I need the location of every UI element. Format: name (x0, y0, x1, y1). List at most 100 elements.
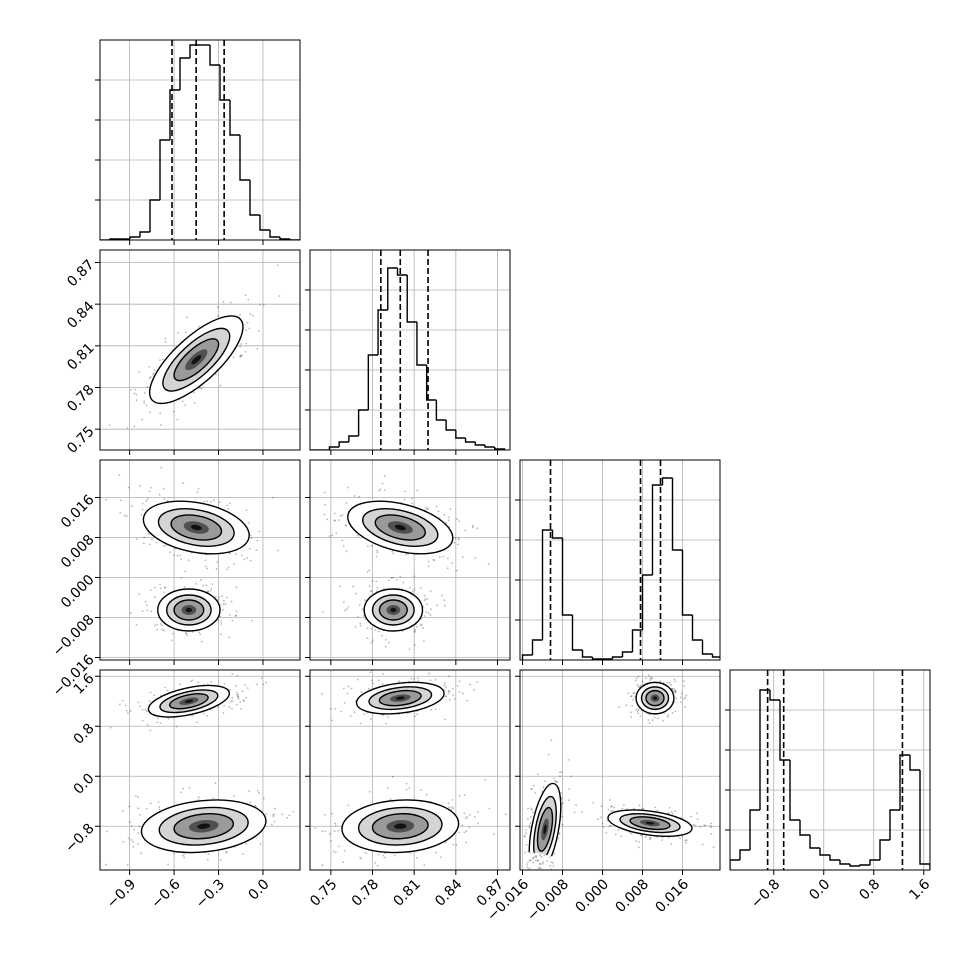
sample-point (217, 598, 220, 601)
sample-point (337, 829, 340, 832)
sample-point (176, 554, 179, 557)
sample-point (429, 614, 432, 617)
sample-point (273, 813, 276, 816)
sample-point (629, 711, 632, 714)
sample-point (231, 673, 234, 675)
hist-bin (551, 530, 563, 539)
hist-bin (611, 656, 623, 659)
sample-point (673, 678, 676, 681)
sample-point (197, 325, 200, 328)
y-tick-label: 0.008 (58, 532, 98, 572)
sample-point (204, 559, 207, 562)
sample-point (245, 843, 248, 845)
sample-point (530, 788, 533, 790)
sample-point (398, 680, 401, 683)
sample-point (135, 393, 138, 396)
sample-point (130, 825, 133, 827)
sample-point (186, 634, 188, 637)
sample-point (210, 588, 213, 590)
sample-point (175, 725, 178, 728)
sample-point (129, 821, 131, 824)
sample-point (685, 694, 688, 697)
sample-point (532, 861, 535, 864)
sample-point (654, 806, 657, 809)
hist-bin (219, 65, 230, 101)
sample-point (560, 791, 563, 794)
sample-point (137, 796, 140, 798)
sample-point (399, 575, 402, 578)
sample-point (158, 808, 161, 811)
sample-point (413, 588, 416, 591)
sample-point (386, 787, 389, 789)
sample-point (370, 544, 373, 547)
sample-point (229, 301, 232, 304)
sample-point (161, 628, 164, 631)
sample-point (206, 590, 209, 593)
sample-point (679, 837, 682, 840)
hist-bin (849, 864, 860, 867)
sample-point (235, 703, 238, 706)
sample-point (196, 491, 199, 494)
panel-frame (309, 459, 511, 661)
sample-point (374, 861, 377, 864)
y-tick-label: 0.8 (71, 721, 98, 748)
sample-point (247, 521, 250, 524)
sample-point (357, 616, 359, 618)
hist-bin (799, 820, 810, 836)
sample-point (679, 701, 682, 704)
sample-point (127, 486, 130, 489)
sample-point (225, 596, 228, 599)
sample-point (333, 519, 336, 522)
hist-bin (730, 859, 740, 870)
sample-point (234, 684, 237, 687)
sample-point (692, 824, 695, 826)
sample-point (197, 487, 200, 490)
x-tick-label: 0.008 (612, 876, 652, 916)
hist-bin (661, 477, 673, 485)
sample-point (444, 604, 446, 607)
hist-bin (357, 409, 369, 436)
sample-point (612, 809, 614, 812)
sample-point (141, 508, 144, 511)
sample-point (463, 794, 466, 797)
sample-point (249, 559, 252, 562)
sample-point (321, 830, 324, 833)
sample-point (402, 581, 405, 584)
sample-point (191, 714, 194, 717)
hist-bin (259, 215, 270, 231)
sample-point (445, 521, 448, 524)
sample-point (704, 824, 707, 827)
sample-point (200, 578, 202, 581)
sample-point (366, 627, 369, 630)
sample-point (648, 838, 651, 841)
sample-point (231, 619, 234, 622)
sample-point (553, 777, 555, 779)
hist-bin (149, 199, 160, 232)
sample-point (601, 822, 604, 825)
sample-point (364, 599, 367, 602)
sample-point (461, 692, 464, 695)
sample-point (206, 500, 208, 503)
sample-point (144, 600, 147, 603)
sample-point (262, 797, 265, 800)
sample-point (427, 612, 430, 615)
sample-point (414, 630, 416, 633)
sample-point (235, 614, 238, 617)
sample-point (434, 708, 437, 711)
sample-point (376, 587, 379, 589)
sample-point (674, 691, 677, 694)
sample-point (137, 807, 140, 810)
sample-point (148, 490, 151, 493)
hist-bin (621, 651, 633, 657)
sample-point (164, 544, 167, 547)
sample-point (655, 666, 657, 668)
sample-point (149, 802, 152, 805)
sample-point (271, 496, 274, 499)
sample-point (216, 306, 219, 309)
sample-point (528, 826, 531, 829)
sample-point (368, 569, 371, 572)
sample-point (164, 686, 167, 689)
sample-point (469, 683, 472, 686)
sample-point (334, 851, 337, 854)
hist-bin (169, 89, 180, 140)
